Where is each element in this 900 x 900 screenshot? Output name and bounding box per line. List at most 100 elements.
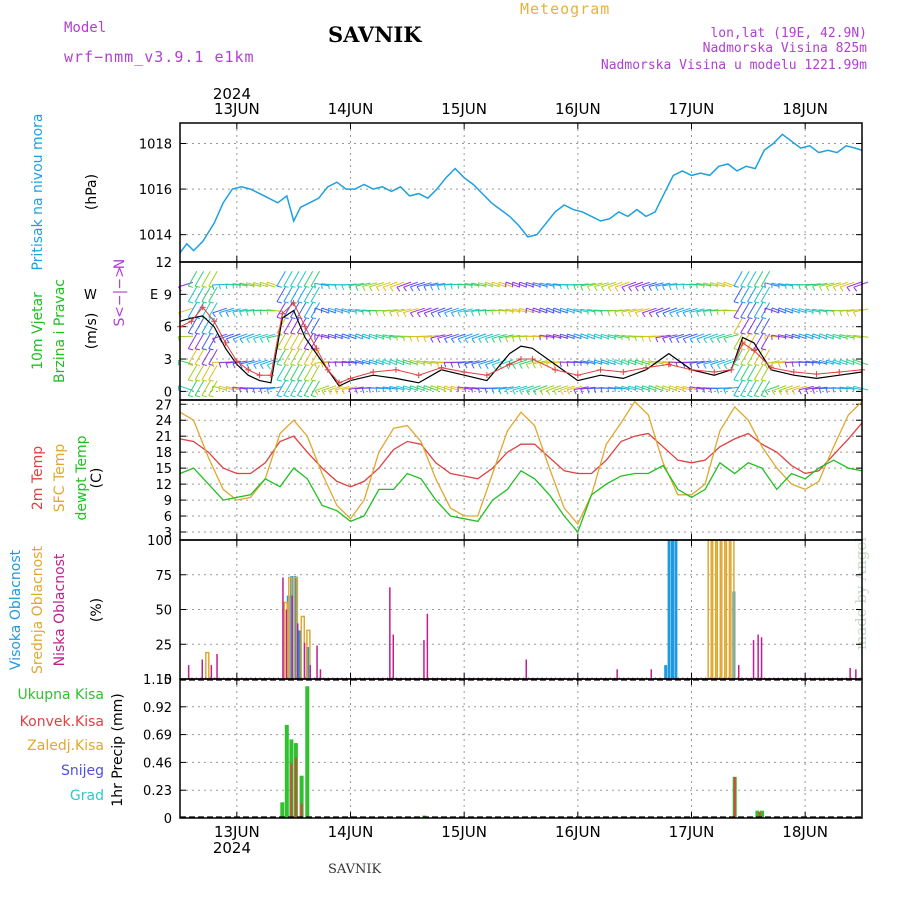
wind-barb — [259, 309, 262, 316]
wind-barb — [539, 390, 544, 396]
wind-barb — [450, 312, 455, 318]
wind-barb — [853, 286, 858, 292]
wind-barb — [212, 312, 216, 318]
wind-barb — [416, 286, 421, 292]
wind-arrow — [260, 333, 275, 339]
wind-arrow — [846, 308, 862, 313]
wind-barb — [290, 316, 296, 320]
wind-ylabel-2: Brzina i Pravac — [52, 279, 68, 383]
wind-arrow — [676, 333, 691, 340]
wind-barb — [297, 379, 303, 382]
wind-barb — [761, 379, 767, 382]
wind-barb — [696, 283, 698, 289]
wind-arrow — [424, 307, 439, 314]
wind-barb — [525, 364, 530, 369]
wind-arrow — [628, 281, 644, 288]
cloud-bar-low — [297, 623, 299, 679]
cloud-bar-low — [760, 637, 763, 679]
wind-barb — [682, 284, 685, 290]
wind-barb — [635, 286, 639, 292]
wind-arrow — [846, 281, 862, 288]
wind-arrow — [296, 317, 307, 334]
wind-arrow — [471, 333, 487, 340]
wind-barb — [511, 336, 515, 342]
wind-arrow — [733, 364, 743, 381]
wind-barb — [580, 285, 584, 291]
compass-n: N — [112, 259, 128, 269]
wind-barb — [778, 390, 783, 395]
wind-barb — [283, 348, 289, 351]
wind-barb — [457, 312, 461, 317]
wind-arrow — [607, 309, 623, 312]
wind-arrow — [740, 333, 750, 349]
wind-barb — [194, 332, 201, 335]
precip-bar-Konvek.Kisa — [300, 803, 303, 818]
wind-arrow — [747, 302, 757, 318]
wind-barb — [716, 338, 721, 343]
wind-barb — [276, 379, 282, 382]
wind-barb — [471, 338, 476, 344]
wind-barb — [819, 286, 823, 291]
wind-barb — [512, 389, 516, 395]
wind-arrow — [303, 317, 314, 334]
precip-bar-Konvek.Kisa — [733, 776, 736, 818]
precip-legend-4: Grad — [70, 788, 104, 804]
wind-arrow — [740, 286, 750, 302]
wind-barb — [593, 388, 597, 394]
wind-barb — [443, 362, 447, 368]
wind-arrow — [219, 307, 234, 314]
wind-arrow — [178, 307, 193, 314]
wind-arrow — [225, 308, 241, 313]
wind-arrow — [853, 334, 869, 338]
wind-barb — [396, 312, 400, 317]
wind-barb — [825, 286, 830, 292]
cloud-bar-low — [201, 659, 203, 679]
wind-barb — [559, 284, 562, 290]
wind-barb — [304, 379, 310, 382]
precip-bar-Ukupna Kisa — [305, 686, 310, 818]
wind-arrow — [296, 286, 307, 302]
pressure-line — [179, 133, 863, 254]
wind-barb — [208, 301, 214, 304]
wind-arrow — [232, 386, 248, 390]
pressure-unit: (hPa) — [84, 174, 100, 210]
wind-arrow — [290, 364, 300, 381]
wind-arrow — [208, 286, 218, 302]
wind-barb — [764, 390, 769, 396]
wind-arrow — [805, 386, 821, 390]
wind-barb — [846, 311, 850, 317]
wind-barb — [194, 301, 201, 304]
wind-barb — [368, 387, 371, 393]
wind-arrow — [485, 359, 500, 366]
wind-barb — [703, 363, 707, 369]
wind-barb — [362, 286, 366, 292]
wind-barb — [320, 362, 324, 368]
wind-barb — [290, 363, 296, 366]
cloud-bar-low — [525, 659, 527, 679]
wind-barb — [784, 362, 788, 368]
wind-arrow — [208, 349, 218, 365]
wind-arrow — [539, 385, 555, 392]
wind-arrow — [283, 333, 293, 349]
wind-barb — [314, 390, 319, 395]
wind-barb — [740, 316, 746, 320]
wind-arrow — [683, 333, 698, 340]
wind-barb — [740, 332, 746, 335]
meteogram-label: Meteogram — [520, 0, 611, 18]
wind-arrow — [853, 359, 869, 366]
wind-barb — [211, 362, 215, 368]
wind-barb — [498, 389, 502, 395]
temp-line-2 — [179, 459, 863, 534]
wind-arrow — [187, 380, 198, 396]
wind-barb — [304, 316, 310, 320]
wind-arrow — [290, 286, 300, 302]
wind-arrow — [283, 349, 293, 365]
wind-arrow — [201, 380, 211, 396]
wind-arrow — [533, 385, 548, 392]
wind-barb — [723, 309, 726, 315]
year-label-top: 2024 — [213, 85, 251, 103]
wind-barb — [232, 283, 234, 289]
wind-barb — [478, 364, 482, 369]
wind-barb — [225, 284, 228, 290]
wind-barb — [832, 286, 837, 292]
